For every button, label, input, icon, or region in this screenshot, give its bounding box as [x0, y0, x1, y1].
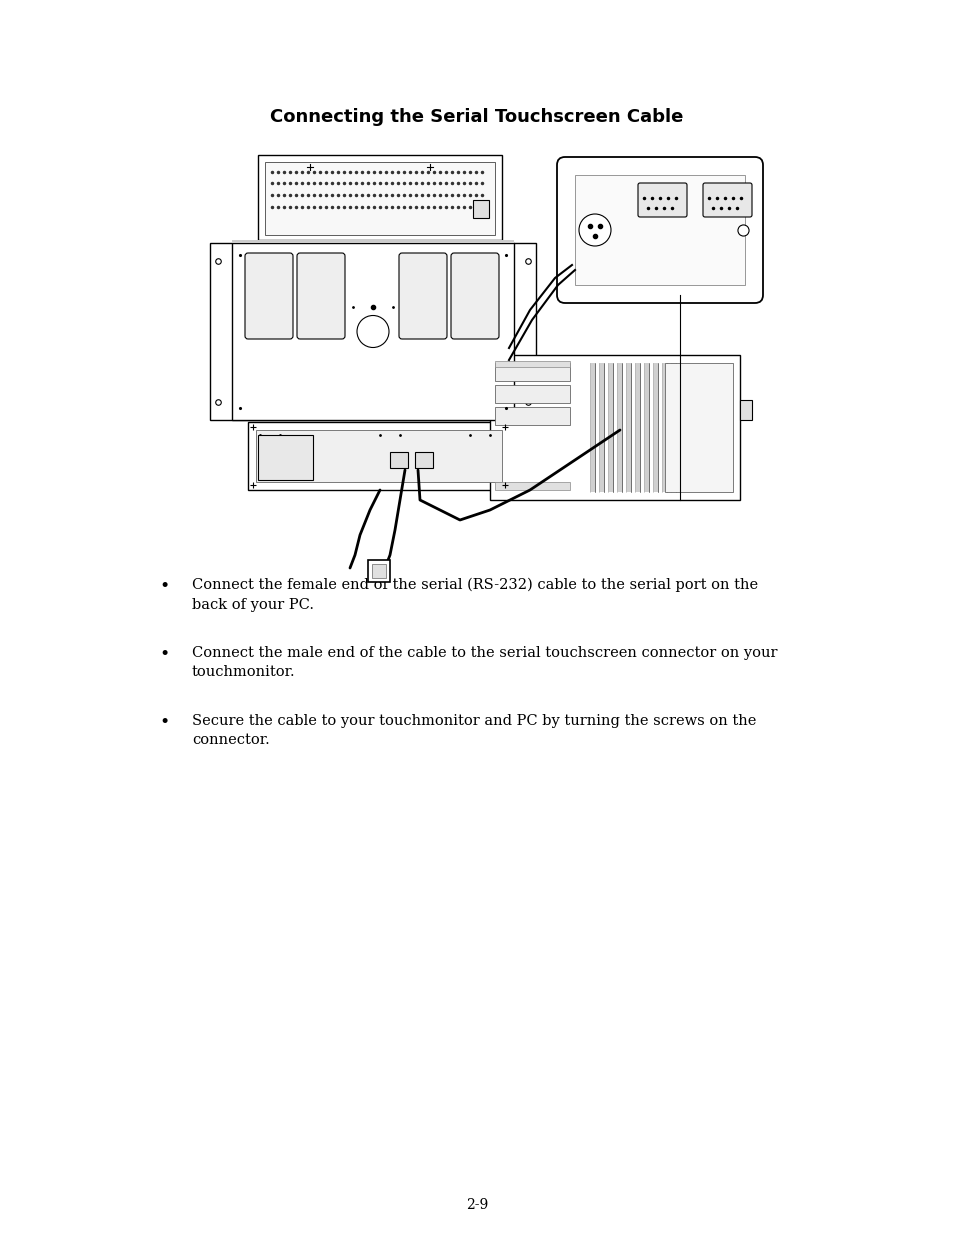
FancyBboxPatch shape — [638, 183, 686, 217]
Circle shape — [356, 315, 389, 347]
Bar — [255, 430, 501, 482]
FancyBboxPatch shape — [296, 253, 345, 338]
Bar — [495, 408, 569, 425]
Bar — [495, 363, 569, 382]
Bar — [625, 363, 630, 492]
Bar — [575, 175, 744, 285]
Bar — [670, 363, 676, 492]
Bar — [607, 363, 613, 492]
Bar — [495, 482, 569, 490]
Text: Secure the cable to your touchmonitor and PC by turning the screws on the
connec: Secure the cable to your touchmonitor an… — [192, 714, 756, 747]
Bar — [598, 363, 603, 492]
Bar — [643, 363, 648, 492]
Bar — [473, 200, 489, 219]
Text: Connect the male end of the cable to the serial touchscreen connector on your
to: Connect the male end of the cable to the… — [192, 646, 777, 679]
Bar — [664, 363, 732, 492]
Bar — [490, 354, 740, 500]
Bar — [495, 361, 569, 367]
FancyBboxPatch shape — [245, 253, 293, 338]
FancyBboxPatch shape — [702, 183, 751, 217]
Bar — [635, 363, 639, 492]
Bar — [248, 422, 510, 490]
Circle shape — [578, 214, 610, 246]
Bar — [232, 240, 514, 243]
Bar — [265, 162, 495, 235]
Bar — [740, 400, 751, 420]
Text: •: • — [160, 646, 170, 663]
Bar — [652, 363, 658, 492]
Bar — [257, 156, 501, 240]
Bar — [390, 452, 408, 468]
FancyBboxPatch shape — [451, 253, 498, 338]
Bar — [368, 559, 390, 582]
Bar — [232, 243, 514, 420]
FancyBboxPatch shape — [557, 157, 762, 303]
Bar — [210, 243, 536, 420]
Bar — [372, 564, 386, 578]
Text: Connecting the Serial Touchscreen Cable: Connecting the Serial Touchscreen Cable — [270, 107, 683, 126]
Text: 2-9: 2-9 — [465, 1198, 488, 1212]
Text: Connect the female end of the serial (RS-232) cable to the serial port on the
ba: Connect the female end of the serial (RS… — [192, 578, 758, 611]
Bar — [415, 452, 433, 468]
Bar — [661, 363, 666, 492]
FancyBboxPatch shape — [398, 253, 447, 338]
Bar — [495, 385, 569, 403]
Text: •: • — [160, 714, 170, 731]
Bar — [257, 435, 313, 480]
Bar — [589, 363, 595, 492]
Text: •: • — [160, 578, 170, 595]
Bar — [617, 363, 621, 492]
